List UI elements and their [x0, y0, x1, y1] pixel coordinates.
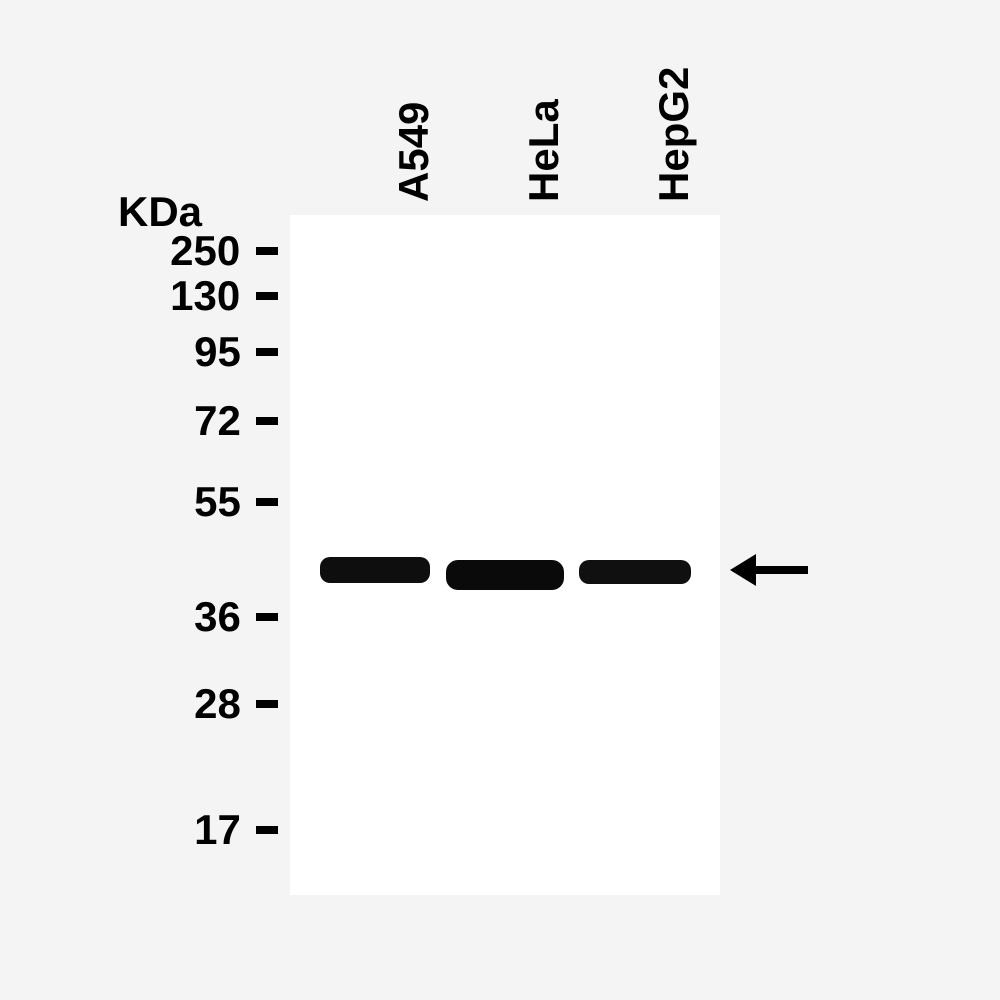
lane-label: HeLa	[520, 99, 568, 202]
mw-marker-label: 55	[194, 478, 241, 526]
mw-marker-dash	[256, 700, 278, 708]
mw-marker-dash	[256, 498, 278, 506]
western-blot-membrane	[290, 215, 720, 895]
mw-marker-dash	[256, 247, 278, 255]
mw-marker-label: 250	[170, 227, 240, 275]
target-band-arrow-icon	[730, 554, 808, 586]
arrow-head	[730, 554, 756, 586]
arrow-shaft	[756, 566, 808, 574]
mw-marker-dash	[256, 292, 278, 300]
mw-marker-label: 72	[194, 397, 241, 445]
mw-marker-label: 36	[194, 593, 241, 641]
mw-marker-label: 17	[194, 806, 241, 854]
protein-band	[579, 560, 691, 584]
lane-label: A549	[390, 102, 438, 202]
protein-band	[320, 557, 430, 583]
mw-marker-label: 130	[170, 272, 240, 320]
mw-marker-dash	[256, 348, 278, 356]
mw-marker-label: 28	[194, 680, 241, 728]
mw-marker-dash	[256, 417, 278, 425]
protein-band	[446, 560, 564, 590]
mw-marker-label: 95	[194, 328, 241, 376]
stage: KDa 250130957255362817 A549HeLaHepG2	[0, 0, 1000, 1000]
mw-marker-dash	[256, 826, 278, 834]
mw-marker-dash	[256, 613, 278, 621]
lane-label: HepG2	[650, 67, 698, 202]
